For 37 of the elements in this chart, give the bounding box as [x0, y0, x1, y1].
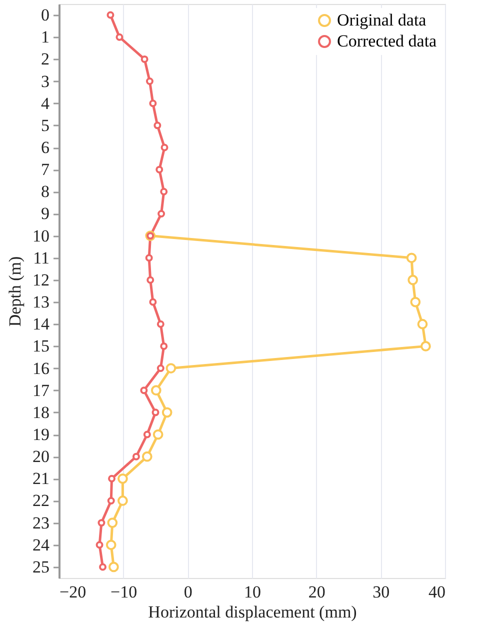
x-tick-label: 10: [244, 582, 261, 602]
y-tick-label: 4: [41, 94, 50, 113]
y-tick-label: 13: [32, 292, 50, 312]
y-tick-label: 12: [32, 270, 50, 290]
y-tick-label: 15: [32, 336, 50, 356]
y-tick-label: 20: [32, 447, 50, 466]
y-tick-label: 17: [32, 380, 50, 400]
y-tick-label: 8: [41, 182, 50, 202]
x-tick-label: 40: [428, 582, 446, 602]
x-tick-label: 0: [184, 582, 192, 602]
legend-label: Corrected data: [337, 32, 438, 50]
y-tick-label: 7: [41, 160, 50, 180]
x-tick-label: −20: [60, 582, 86, 602]
y-tick-label: 3: [41, 72, 50, 91]
legend-label: Original data: [337, 10, 427, 30]
x-tick-label: −10: [110, 582, 138, 602]
y-tick-label: 6: [41, 138, 50, 157]
y-tick-label: 9: [41, 204, 50, 224]
y-tick-label: 19: [32, 425, 50, 444]
x-tick-label: 30: [372, 582, 390, 602]
y-tick-label: 11: [33, 248, 50, 268]
y-tick-label: 0: [41, 6, 50, 25]
y-tick-label: 16: [32, 358, 50, 378]
y-tick-label: 10: [32, 226, 50, 246]
y-tick-label: 24: [32, 535, 50, 554]
y-tick-label: 22: [32, 491, 50, 510]
y-axis-title: Depth (m): [6, 256, 24, 327]
y-tick-label: 14: [32, 314, 50, 334]
y-tick-label: 18: [32, 402, 50, 422]
y-tick-label: 2: [41, 50, 50, 69]
x-axis-title: Horizontal displacement (mm): [148, 602, 357, 622]
y-tick-label: 1: [41, 28, 50, 47]
x-tick-label: 20: [308, 582, 326, 602]
y-tick-label: 23: [32, 513, 50, 532]
y-tick-label: 21: [32, 469, 50, 488]
y-tick-label: 25: [32, 557, 50, 576]
y-tick-label: 5: [41, 116, 50, 135]
